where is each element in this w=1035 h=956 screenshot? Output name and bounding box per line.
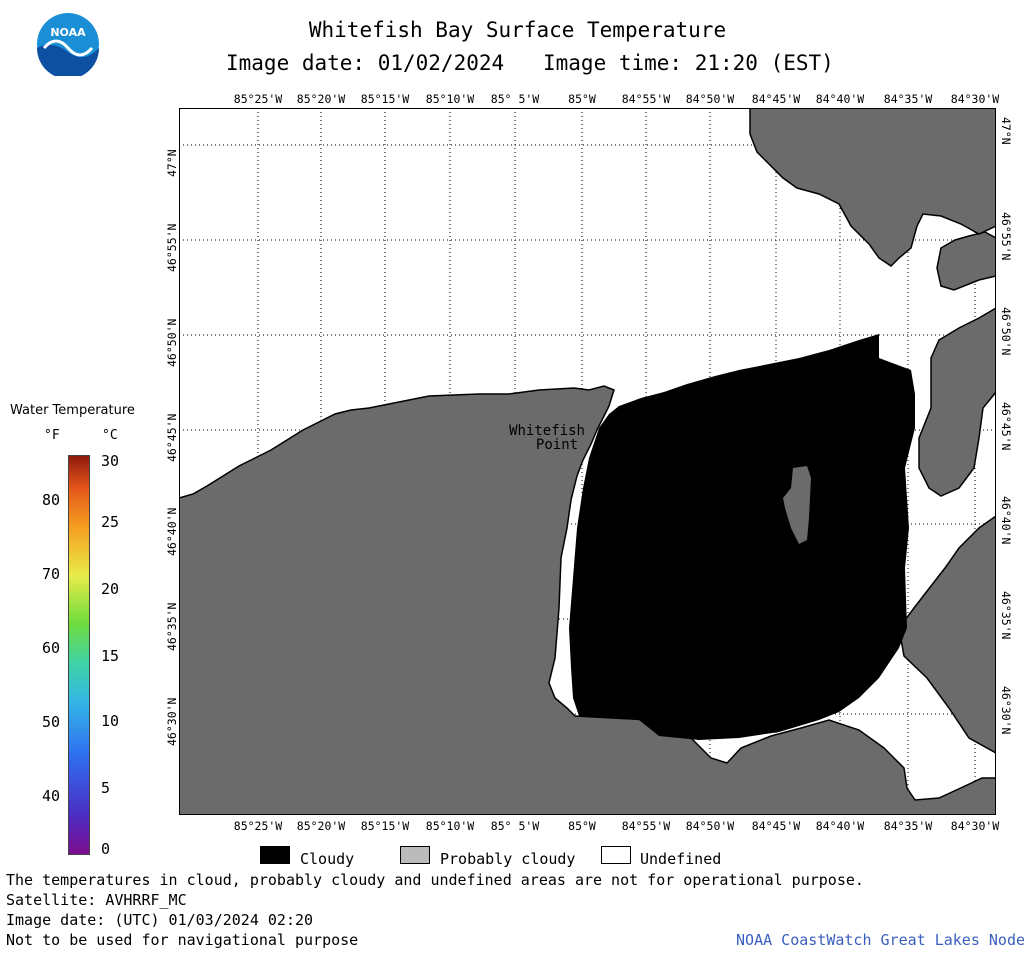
unit-f: °F [44,428,60,443]
fahrenheit-tick-label: 50 [41,713,60,731]
latitude-label-left: 47°N [165,149,179,177]
longitude-label-top: 84°35'W [883,92,933,106]
latitude-label-left: 46°30'N [165,697,179,746]
longitude-label-bottom: 85°25'W [233,819,283,833]
longitude-label-top: 85°25'W [233,92,283,106]
longitude-label-top: 84°30'W [950,92,1000,106]
latitude-label-left: 46°50'N [165,318,179,367]
footer-utc-date: Image date: (UTC) 01/03/2024 02:20 [6,911,314,929]
longitude-label-bottom: 85°20'W [296,819,346,833]
east-land-middle [918,307,996,497]
longitude-label-top: 85°15'W [360,92,410,106]
page-title: Whitefish Bay Surface Temperature [308,18,727,42]
footer-nav-warning: Not to be used for navigational purpose [6,931,359,949]
south-land-mass [179,385,996,815]
latitude-label-right: 47°N [999,117,1013,145]
longitude-label-bottom: 85°15'W [360,819,410,833]
longitude-label-bottom: 84°30'W [950,819,1000,833]
latitude-label-left: 46°40'N [165,507,179,556]
legend-title: Water Temperature [10,403,135,418]
cloud-hole-island [783,466,811,544]
fahrenheit-tick-label: 80 [41,491,60,509]
longitude-label-top: 85° 5'W [490,92,540,106]
latitude-label-right: 46°50'N [999,307,1013,356]
longitude-label-top: 85°20'W [296,92,346,106]
unit-c: °C [102,428,118,443]
footer-disclaimer: The temperatures in cloud, probably clou… [6,871,864,889]
credit-link[interactable]: NOAA CoastWatch Great Lakes Node [736,931,1025,949]
celsius-tick-label: 10 [101,712,120,730]
fahrenheit-tick-label: 40 [41,787,60,805]
fahrenheit-tick-label: 60 [41,639,60,657]
place-label-point: Point [536,437,578,453]
latitude-label-right: 46°40'N [999,496,1013,545]
temperature-colorbar [68,455,90,855]
longitude-label-top: 84°45'W [751,92,801,106]
key-undefined-swatch [601,846,631,864]
map-frame [179,108,996,815]
key-probably-cloudy-swatch [400,846,430,864]
longitude-label-top: 84°55'W [621,92,671,106]
latitude-label-right: 46°35'N [999,591,1013,640]
celsius-tick-label: 5 [101,779,111,797]
longitude-label-bottom: 84°55'W [621,819,671,833]
longitude-label-top: 85°W [568,92,596,106]
cloud-mass [569,334,915,740]
key-cloudy-swatch [260,846,290,864]
latitude-label-right: 46°45'N [999,402,1013,451]
latitude-label-left: 46°35'N [165,602,179,651]
place-label-whitefish: Whitefish [509,423,585,439]
longitude-label-top: 84°40'W [815,92,865,106]
key-undefined-label: Undefined [640,850,722,868]
longitude-label-bottom: 84°50'W [685,819,735,833]
northeast-land-mass [749,108,996,267]
celsius-tick-label: 30 [101,452,120,470]
logo-text: NOAA [50,26,86,39]
footer-satellite: Satellite: AVHRRF_MC [6,891,187,909]
longitude-label-top: 85°10'W [425,92,475,106]
longitude-label-bottom: 85°W [568,819,596,833]
key-probably-cloudy-label: Probably cloudy [440,850,576,868]
longitude-label-bottom: 84°40'W [815,819,865,833]
celsius-tick-label: 0 [101,840,111,858]
longitude-label-top: 84°50'W [685,92,735,106]
latitude-label-left: 46°55'N [165,223,179,272]
key-cloudy-label: Cloudy [300,850,355,868]
longitude-label-bottom: 85° 5'W [490,819,540,833]
celsius-tick-label: 25 [101,513,120,531]
celsius-tick-label: 15 [101,647,120,665]
fahrenheit-tick-label: 70 [41,565,60,583]
longitude-label-bottom: 84°35'W [883,819,933,833]
celsius-tick-label: 20 [101,580,120,598]
latitude-label-right: 46°55'N [999,212,1013,261]
longitude-label-bottom: 85°10'W [425,819,475,833]
image-time: Image time: 21:20 (EST) [543,51,834,75]
image-date: Image date: 01/02/2024 [226,51,505,75]
longitude-label-bottom: 84°45'W [751,819,801,833]
surface-temperature-map: Whitefish Point [179,108,996,815]
latitude-label-left: 46°45'N [165,413,179,462]
east-island [936,231,996,291]
latitude-label-right: 46°30'N [999,686,1013,735]
noaa-logo-icon: NOAA [36,12,100,80]
